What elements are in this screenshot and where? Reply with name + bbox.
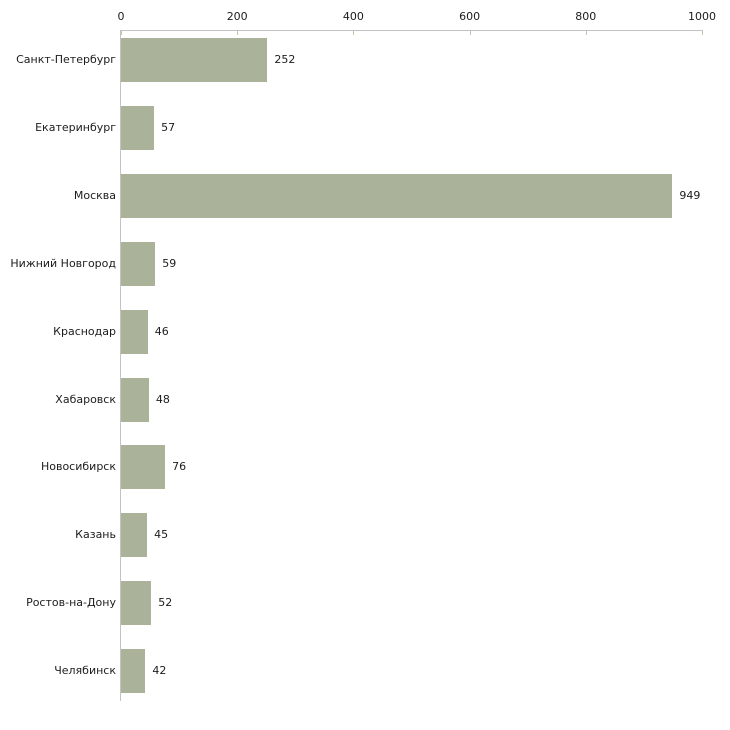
value-label: 76 [172,460,187,474]
value-label: 45 [154,528,169,542]
category-label: Краснодар [53,324,116,338]
category-label: Нижний Новгород [10,256,116,270]
value-label: 46 [154,324,169,338]
category-label: Челябинск [54,664,116,678]
x-tick-label: 0 [117,10,125,23]
bar [121,173,673,218]
bar [121,649,146,694]
x-tick-mark [353,30,355,35]
x-tick-mark [585,30,587,35]
x-tick-label: 1000 [688,10,716,23]
category-label: Санкт-Петербург [16,53,116,66]
bar [121,445,166,490]
y-axis-line [120,30,121,701]
category-label: Хабаровск [55,392,116,406]
x-tick-label: 200 [226,10,248,23]
bar [121,377,149,422]
bar [121,309,148,354]
x-axis-line [120,30,703,31]
category-label: Казань [75,528,116,542]
category-label: Ростов-на-Дону [26,596,116,610]
value-label: 42 [152,664,167,678]
bar [121,581,152,626]
x-tick-label: 400 [342,10,364,23]
bar [121,513,148,558]
x-tick-mark [237,30,239,35]
value-label: 52 [158,596,173,610]
value-label: 59 [162,256,177,270]
category-label: Новосибирск [40,460,116,474]
x-tick-mark [469,30,471,35]
x-tick-label: 800 [575,10,597,23]
value-label: 252 [274,53,296,66]
bar [121,105,155,150]
value-label: 57 [161,120,176,134]
x-tick-mark [702,30,703,35]
value-label: 48 [155,392,170,406]
category-label: Екатеринбург [35,120,116,134]
bar [121,38,268,82]
bar [121,241,156,286]
value-label: 949 [679,188,701,202]
x-tick-mark [121,30,122,35]
category-label: Москва [73,188,116,202]
x-tick-label: 600 [459,10,481,23]
